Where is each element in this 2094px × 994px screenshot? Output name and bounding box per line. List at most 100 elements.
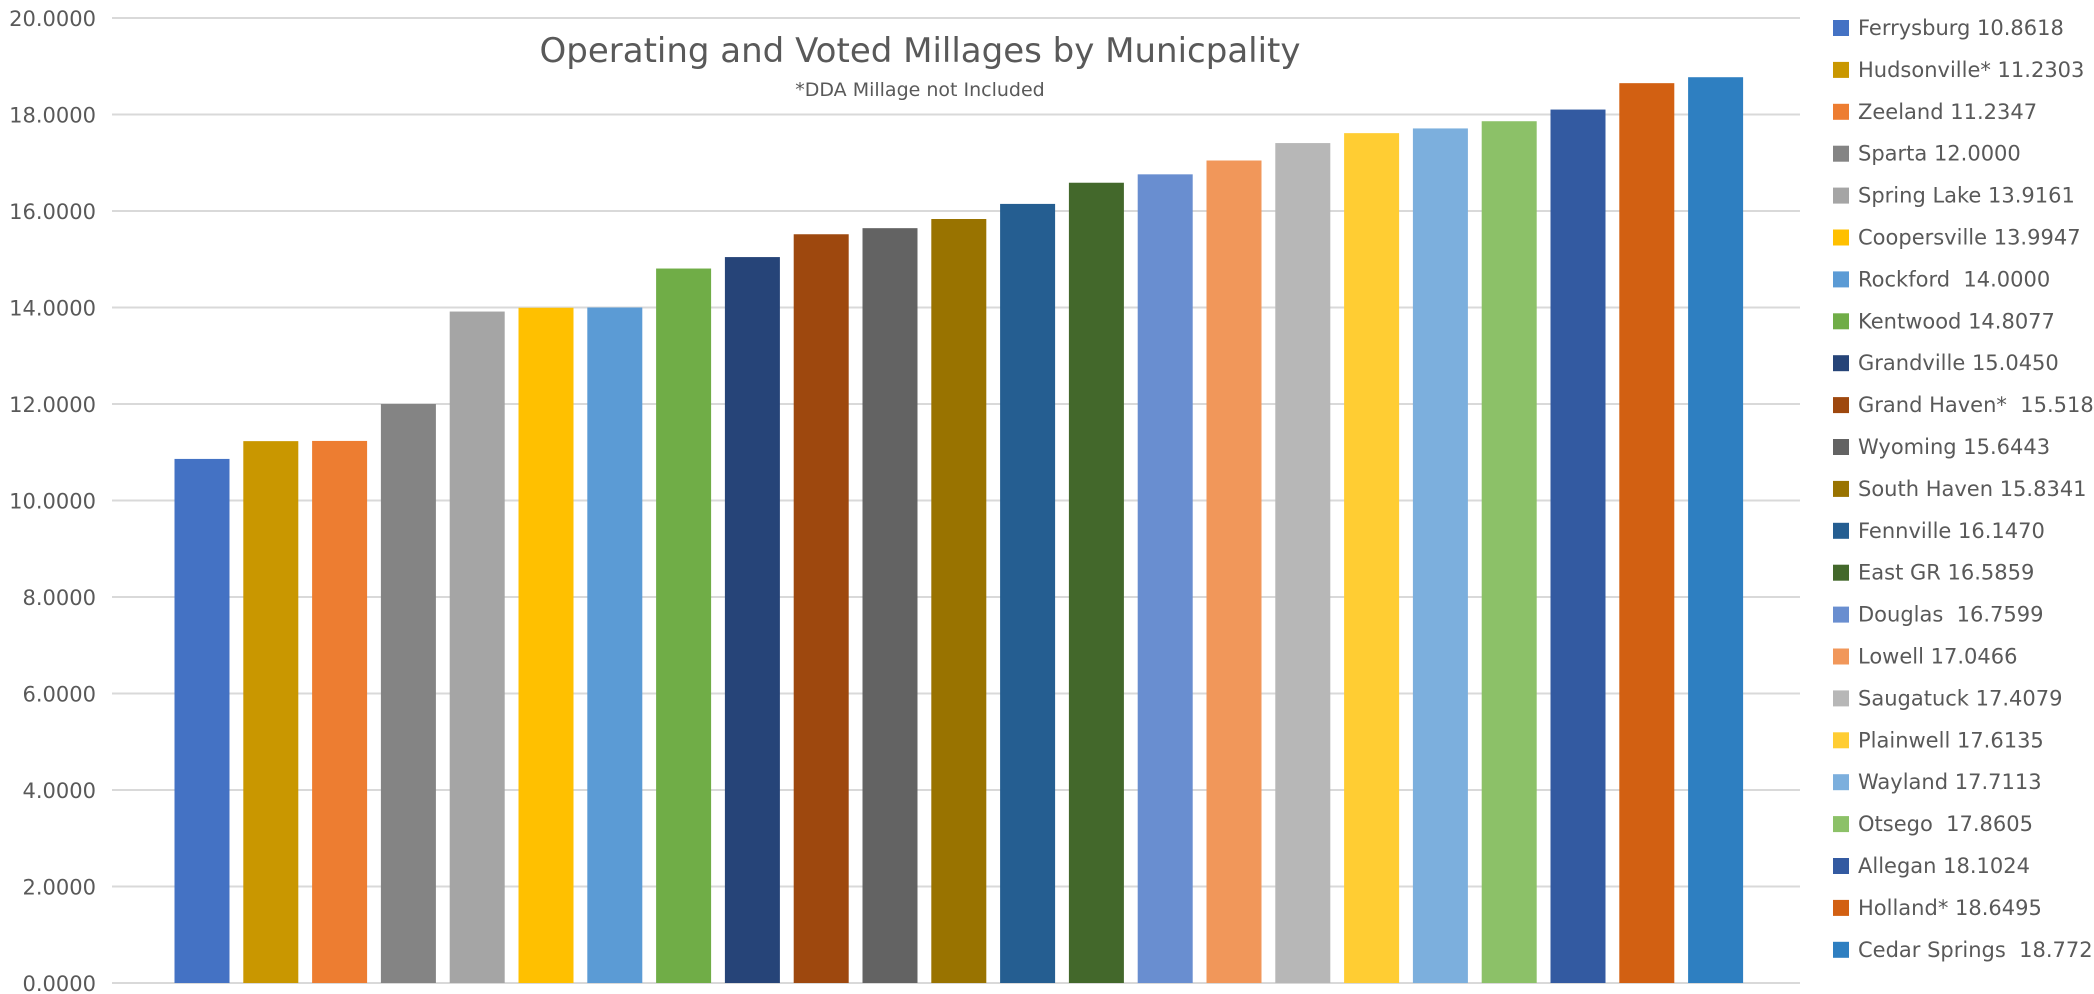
- legend-label: Cedar Springs 18.7728: [1858, 938, 2094, 962]
- bar: [656, 268, 712, 984]
- legend-swatch: [1833, 61, 1849, 78]
- y-tick-label: 14.0000: [9, 297, 96, 321]
- legend-label: Fennville 16.1470: [1858, 519, 2045, 543]
- y-tick-label: 18.0000: [9, 104, 96, 128]
- bar: [380, 404, 436, 983]
- legend-swatch: [1833, 732, 1849, 749]
- bar: [174, 458, 230, 983]
- legend-item: Hudsonville* 11.2303: [1833, 58, 2084, 82]
- legend-item: Kentwood 14.8077: [1833, 309, 2055, 333]
- legend-label: Spring Lake 13.9161: [1858, 184, 2075, 208]
- legend-swatch: [1833, 899, 1849, 916]
- bar: [1000, 203, 1056, 984]
- y-tick-label: 2.0000: [23, 876, 96, 900]
- legend-label: Saugatuck 17.4079: [1858, 686, 2062, 710]
- legend-label: South Haven 15.8341: [1858, 477, 2087, 501]
- bar: [587, 307, 643, 983]
- legend-swatch: [1833, 648, 1849, 665]
- legend-swatch: [1833, 439, 1849, 455]
- bar: [1688, 77, 1744, 983]
- legend-swatch: [1833, 145, 1849, 162]
- legend-swatch: [1833, 941, 1849, 958]
- legend-swatch: [1833, 816, 1849, 833]
- bar: [724, 257, 780, 983]
- legend-item: Sparta 12.0000: [1833, 142, 2021, 166]
- legend-label: Grand Haven* 15.5180: [1858, 393, 2094, 417]
- legend-item: Otsego 17.8605: [1833, 812, 2033, 836]
- legend-swatch: [1833, 229, 1849, 246]
- legend-item: Wyoming 15.6443: [1833, 435, 2050, 459]
- bar: [1619, 83, 1675, 984]
- bar: [518, 307, 574, 983]
- legend-item: Rockford 14.0000: [1833, 267, 2050, 291]
- legend-item: Fennville 16.1470: [1833, 519, 2045, 543]
- y-tick-label: 16.0000: [9, 200, 96, 224]
- legend-label: Wyoming 15.6443: [1858, 435, 2050, 459]
- legend-swatch: [1833, 397, 1849, 414]
- legend-swatch: [1833, 522, 1849, 539]
- legend-swatch: [1833, 313, 1849, 330]
- bars: [174, 77, 1744, 984]
- legend-item: Saugatuck 17.4079: [1833, 686, 2062, 710]
- legend-label: Lowell 17.0466: [1858, 645, 2017, 669]
- legend-label: Kentwood 14.8077: [1858, 309, 2055, 333]
- legend-item: Plainwell 17.6135: [1833, 728, 2044, 752]
- legend-item: Lowell 17.0466: [1833, 645, 2017, 669]
- legend-swatch: [1833, 606, 1849, 623]
- y-axis-tick-labels: 0.0000 2.0000 4.0000 6.0000 8.0000 10.0000 12.…: [9, 7, 96, 994]
- legend-label: Coopersville 13.9947: [1858, 226, 2081, 250]
- legend-label: Otsego 17.8605: [1858, 812, 2033, 836]
- legend-swatch: [1833, 858, 1849, 874]
- legend-swatch: [1833, 480, 1849, 497]
- legend-item: Cedar Springs 18.7728: [1833, 938, 2094, 962]
- y-tick-label: 10.0000: [9, 490, 96, 514]
- bar: [862, 228, 918, 983]
- bar: [1068, 182, 1124, 983]
- legend-swatch: [1833, 564, 1849, 581]
- legend: Ferrysburg 10.8618 Hudsonville* 11.2303 Ze…: [1833, 16, 2094, 962]
- bar: [1412, 128, 1468, 983]
- legend-swatch: [1833, 20, 1849, 36]
- legend-item: Coopersville 13.9947: [1833, 226, 2081, 250]
- legend-swatch: [1833, 271, 1849, 288]
- bar: [312, 440, 368, 983]
- bar: [793, 234, 849, 984]
- legend-label: Ferrysburg 10.8618: [1858, 16, 2064, 40]
- legend-label: Plainwell 17.6135: [1858, 728, 2044, 752]
- legend-item: Holland* 18.6495: [1833, 896, 2042, 920]
- legend-label: Sparta 12.0000: [1858, 142, 2021, 166]
- legend-item: Wayland 17.7113: [1833, 770, 2042, 794]
- bar: [243, 441, 299, 983]
- y-tick-label: 8.0000: [23, 586, 96, 610]
- legend-label: Hudsonville* 11.2303: [1858, 58, 2084, 82]
- y-tick-label: 0.0000: [23, 972, 96, 994]
- bar: [1275, 143, 1331, 983]
- bar: [931, 219, 987, 984]
- bar: [1481, 121, 1537, 983]
- legend-swatch: [1833, 355, 1849, 372]
- legend-item: East GR 16.5859: [1833, 561, 2034, 585]
- bar: [1550, 109, 1606, 983]
- legend-label: Holland* 18.6495: [1858, 896, 2042, 920]
- y-tick-label: 4.0000: [23, 779, 96, 803]
- legend-item: Grandville 15.0450: [1833, 351, 2059, 375]
- legend-label: Douglas 16.7599: [1858, 603, 2044, 627]
- bar: [1344, 133, 1400, 983]
- legend-item: Zeeland 11.2347: [1833, 100, 2037, 124]
- bar: [449, 311, 505, 983]
- legend-item: Grand Haven* 15.5180: [1833, 393, 2094, 417]
- bar: [1206, 160, 1262, 983]
- legend-swatch: [1833, 103, 1849, 120]
- legend-swatch: [1833, 774, 1849, 791]
- y-tick-label: 12.0000: [9, 393, 96, 417]
- chart-subtitle: *DDA Millage not Included: [795, 79, 1045, 101]
- y-tick-label: 20.0000: [9, 7, 96, 31]
- y-tick-label: 6.0000: [23, 683, 96, 707]
- legend-label: East GR 16.5859: [1858, 561, 2034, 585]
- legend-label: Zeeland 11.2347: [1858, 100, 2037, 124]
- chart-title: Operating and Voted Millages by Municpal…: [540, 31, 1301, 71]
- bar: [1137, 174, 1193, 983]
- legend-label: Grandville 15.0450: [1858, 351, 2059, 375]
- legend-item: South Haven 15.8341: [1833, 477, 2087, 501]
